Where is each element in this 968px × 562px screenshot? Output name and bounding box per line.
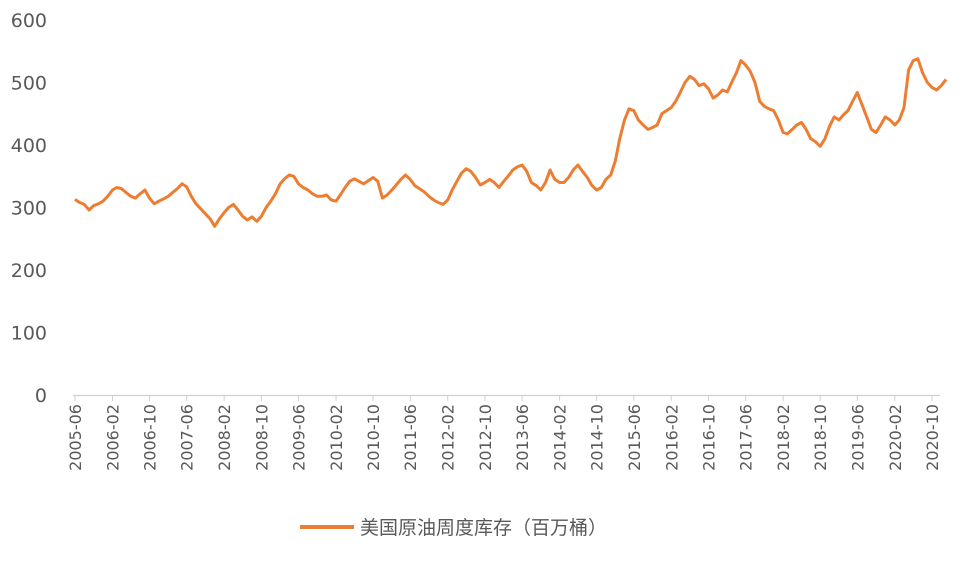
x-axis-ticks: 2005-06 2006-02 2006-10 2007-06 2008-02 2008-… [66,395,942,471]
x-tick-label: 2017-06 [737,404,756,471]
x-tick-label: 2006-10 [141,404,160,471]
x-tick-label: 2010-02 [327,404,346,471]
x-tick-label: 2019-06 [848,404,867,471]
y-tick-label: 100 [11,323,47,345]
y-tick-label: 0 [35,385,47,407]
series-layer [74,57,948,228]
x-tick-label: 2008-02 [215,404,234,471]
x-tick-label: 2006-02 [103,404,122,471]
x-tick-label: 2020-02 [886,404,905,471]
y-tick-label: 300 [11,198,47,220]
y-axis-ticks: 0 100 200 300 400 500 600 [11,10,47,407]
legend: 美国原油周度库存（百万桶） [300,517,607,539]
legend-label: 美国原油周度库存（百万桶） [360,517,607,539]
x-tick-label: 2007-06 [178,404,197,471]
x-tick-label: 2005-06 [66,404,85,471]
y-tick-label: 200 [11,260,47,282]
y-tick-label: 500 [11,73,47,95]
x-tick-label: 2010-10 [364,404,383,471]
series-line [74,57,948,228]
x-tick-label: 2014-10 [588,404,607,471]
x-tick-label: 2011-06 [401,404,420,471]
x-tick-label: 2009-06 [290,404,309,471]
x-tick-label: 2014-02 [551,404,570,471]
x-tick-label: 2016-10 [699,404,718,471]
x-tick-label: 2018-02 [774,404,793,471]
x-tick-label: 2020-10 [923,404,942,471]
x-tick-label: 2016-02 [662,404,681,471]
x-tick-label: 2012-10 [476,404,495,471]
y-tick-label: 400 [11,135,47,157]
x-tick-label: 2008-10 [252,404,271,471]
x-tick-label: 2018-10 [811,404,830,471]
x-tick-label: 2012-02 [439,404,458,471]
y-tick-label: 600 [11,10,47,32]
x-tick-label: 2015-06 [625,404,644,471]
x-tick-label: 2013-06 [513,404,532,471]
